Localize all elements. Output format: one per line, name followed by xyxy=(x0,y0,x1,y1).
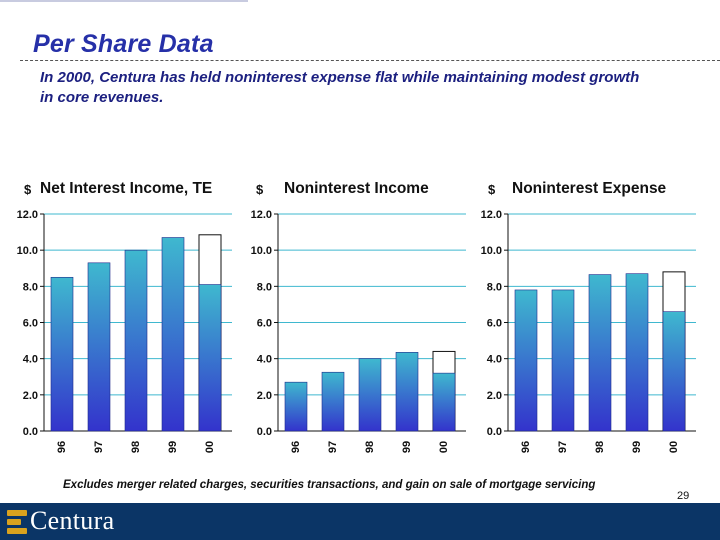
bar xyxy=(50,276,74,432)
charts-area: $ Net Interest Income, TE 0.0 2.0 4.0 6.0 8.0 1… xyxy=(17,180,696,453)
y-tick-label: 0.0 xyxy=(487,426,502,438)
bar xyxy=(321,371,345,432)
y-tick-label: 4.0 xyxy=(487,354,502,366)
x-tick-label: 99 xyxy=(631,441,643,453)
chart-ylabel: $ xyxy=(488,182,496,197)
bar xyxy=(625,273,649,432)
y-tick-label: 8.0 xyxy=(487,281,502,293)
y-tick-label: 6.0 xyxy=(23,318,38,330)
y-tick-label: 10.0 xyxy=(481,245,502,257)
y-tick-label: 8.0 xyxy=(257,281,272,293)
page-title: Per Share Data xyxy=(33,30,214,58)
x-tick-label: 96 xyxy=(520,441,532,453)
x-tick-label: 98 xyxy=(364,441,376,453)
y-tick-label: 10.0 xyxy=(17,245,38,257)
chart-ylabel: $ xyxy=(24,182,32,197)
y-tick-label: 4.0 xyxy=(23,354,38,366)
y-tick-label: 12.0 xyxy=(251,209,272,221)
y-tick-label: 4.0 xyxy=(257,354,272,366)
centura-logo-text: Centura xyxy=(30,506,115,535)
y-tick-label: 6.0 xyxy=(487,318,502,330)
x-tick-label: 98 xyxy=(594,441,606,453)
chart-3: $ Noninterest Expense 0.0 2.0 4.0 6.0 8.0 10.0 1… xyxy=(481,180,696,453)
y-tick-label: 2.0 xyxy=(257,390,272,402)
x-tick-label: 97 xyxy=(93,441,105,453)
chart-title: Net Interest Income, TE xyxy=(40,180,212,197)
chart-ylabel: $ xyxy=(256,182,264,197)
bar xyxy=(161,237,185,432)
footnote: Excludes merger related charges, securit… xyxy=(63,479,596,491)
bar xyxy=(87,262,111,432)
bar xyxy=(395,352,419,432)
x-tick-label: 99 xyxy=(167,441,179,453)
x-tick-label: 99 xyxy=(401,441,413,453)
x-tick-label: 00 xyxy=(204,441,216,453)
bar xyxy=(124,249,148,432)
y-tick-label: 2.0 xyxy=(23,390,38,402)
x-tick-label: 96 xyxy=(56,441,68,453)
bar xyxy=(198,284,222,432)
y-tick-label: 2.0 xyxy=(487,390,502,402)
bar xyxy=(662,311,686,432)
footer-bar xyxy=(0,503,720,540)
y-tick-label: 12.0 xyxy=(17,209,38,221)
chart-title: Noninterest Income xyxy=(284,180,429,197)
y-tick-label: 6.0 xyxy=(257,318,272,330)
x-tick-label: 00 xyxy=(668,441,680,453)
bar xyxy=(284,381,308,432)
centura-logo-icon xyxy=(7,510,27,534)
y-tick-label: 8.0 xyxy=(23,281,38,293)
bar xyxy=(358,358,382,432)
y-tick-label: 0.0 xyxy=(257,426,272,438)
bar xyxy=(432,372,456,432)
page-number: 29 xyxy=(677,490,690,502)
bar xyxy=(588,274,612,432)
bar xyxy=(551,289,575,432)
x-tick-label: 98 xyxy=(130,441,142,453)
x-tick-label: 00 xyxy=(438,441,450,453)
y-tick-label: 0.0 xyxy=(23,426,38,438)
page-subtitle: In 2000, Centura has held noninterest ex… xyxy=(40,69,640,106)
chart-title: Noninterest Expense xyxy=(512,180,667,197)
top-accent-line xyxy=(0,0,248,2)
chart-1: $ Net Interest Income, TE 0.0 2.0 4.0 6.0 8.0 1… xyxy=(17,180,232,453)
chart-2: $ Noninterest Income 0.0 2.0 4.0 6.0 8.0 10.0 12… xyxy=(251,180,466,453)
title-divider xyxy=(20,60,720,61)
bar xyxy=(514,289,538,432)
x-tick-label: 96 xyxy=(290,441,302,453)
x-tick-label: 97 xyxy=(557,441,569,453)
y-tick-label: 12.0 xyxy=(481,209,502,221)
x-tick-label: 97 xyxy=(327,441,339,453)
y-tick-label: 10.0 xyxy=(251,245,272,257)
